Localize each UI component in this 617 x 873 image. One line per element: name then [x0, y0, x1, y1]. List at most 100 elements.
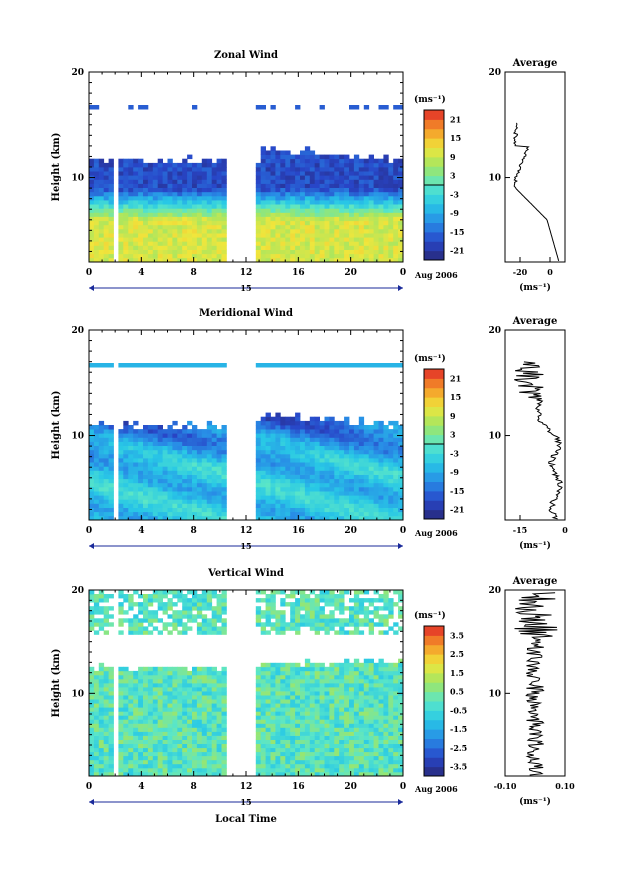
heatmap-cell [211, 237, 217, 242]
heatmap-cell [147, 487, 154, 492]
heatmap-cell [211, 759, 217, 765]
heatmap-cell [143, 105, 149, 110]
heatmap-cell [270, 666, 276, 672]
heatmap-cell [211, 511, 217, 517]
heatmap-cell [275, 453, 281, 459]
heatmap-cell [108, 216, 114, 222]
heatmap-cell [319, 598, 325, 603]
heatmap-cell [324, 487, 330, 492]
heatmap-cell [89, 187, 95, 193]
heatmap-cell [143, 772, 149, 777]
heatmap-cell [201, 249, 208, 255]
heatmap-cell [172, 449, 178, 455]
heatmap-cell [260, 503, 266, 508]
heatmap-cell [314, 437, 320, 442]
heatmap-cell [334, 191, 340, 197]
heatmap-cell [378, 487, 384, 492]
heatmap-cell [368, 204, 374, 209]
heatmap-cell [265, 462, 271, 467]
heatmap-cell [98, 200, 105, 205]
heatmap-cell [353, 249, 360, 255]
heatmap-cell [309, 474, 316, 480]
heatmap-cell [147, 162, 154, 168]
heatmap-cell [177, 622, 183, 627]
heatmap-cell [309, 683, 316, 688]
heatmap-cell [295, 703, 301, 708]
heatmap-cell [373, 462, 379, 467]
heatmap-cell [128, 679, 134, 684]
heatmap-cell [329, 495, 335, 500]
heatmap-cell [300, 470, 306, 475]
heatmap-cell [118, 515, 124, 521]
heatmap-cell [314, 220, 320, 226]
heatmap-cell [260, 666, 266, 672]
heatmap-cell [98, 499, 105, 504]
heatmap-cell [324, 363, 330, 368]
heatmap-cell [363, 711, 370, 716]
heatmap-cell [187, 179, 193, 184]
heatmap-cell [98, 212, 105, 217]
heatmap-cell [260, 478, 266, 484]
heatmap-cell [221, 466, 227, 471]
heatmap-cell [363, 614, 370, 619]
heatmap-cell [187, 462, 193, 467]
heatmap-cell [260, 445, 266, 451]
heatmap-cell [192, 499, 198, 504]
heatmap-cell [304, 602, 311, 607]
heatmap-cell [260, 772, 266, 777]
heatmap-cell [334, 666, 340, 672]
heatmap-cell [103, 224, 109, 230]
heatmap-cell [358, 491, 365, 496]
heatmap-cell [255, 759, 262, 765]
heatmap-cell [304, 449, 311, 455]
heatmap-cell [216, 462, 222, 467]
heatmap-cell [177, 470, 183, 475]
heatmap-cell [192, 441, 198, 446]
heatmap-cell [393, 495, 399, 500]
heatmap-cell [143, 482, 149, 488]
heatmap-cell [182, 229, 188, 234]
heatmap-cell [309, 429, 316, 434]
heatmap-cell [314, 441, 320, 446]
heatmap-cell [138, 602, 144, 607]
heatmap-cell [270, 711, 276, 716]
panel-title: Meridional Wind [199, 308, 293, 319]
heatmap-cell [93, 487, 100, 492]
heatmap-cell [319, 158, 325, 164]
heatmap-cell [329, 257, 335, 263]
heatmap-cell [98, 433, 105, 438]
heatmap-cell [368, 216, 374, 222]
heatmap-cell [123, 445, 129, 451]
heatmap-cell [255, 743, 262, 749]
heatmap-cell [265, 727, 271, 732]
heatmap-cell [98, 598, 105, 603]
heatmap-cell [182, 751, 188, 757]
heatmap-cell [182, 216, 188, 222]
heatmap-cell [324, 747, 330, 753]
heatmap-cell [398, 495, 404, 500]
heatmap-cell [152, 772, 159, 777]
heatmap-cell [295, 699, 301, 704]
heatmap-cell [265, 751, 271, 757]
heatmap-cell [358, 707, 365, 712]
heatmap-cell [196, 208, 203, 213]
heatmap-cell [177, 731, 183, 736]
heatmap-cell [133, 187, 139, 193]
heatmap-cell [98, 191, 105, 197]
heatmap-cell [93, 167, 100, 172]
heatmap-cell [187, 503, 193, 508]
heatmap-cell [349, 212, 355, 217]
heatmap-cell [295, 445, 301, 451]
heatmap-cell [108, 245, 114, 250]
heatmap-cell [221, 363, 227, 368]
heatmap-cell [133, 747, 139, 753]
heatmap-cell [147, 507, 154, 513]
heatmap-cell [103, 598, 109, 603]
heatmap-cell [339, 171, 345, 176]
heatmap-cell [143, 466, 149, 471]
heatmap-cell [353, 363, 360, 368]
heatmap-cell [398, 237, 404, 242]
heatmap-cell [290, 482, 296, 488]
heatmap-cell [98, 747, 105, 753]
heatmap-cell [349, 743, 355, 749]
